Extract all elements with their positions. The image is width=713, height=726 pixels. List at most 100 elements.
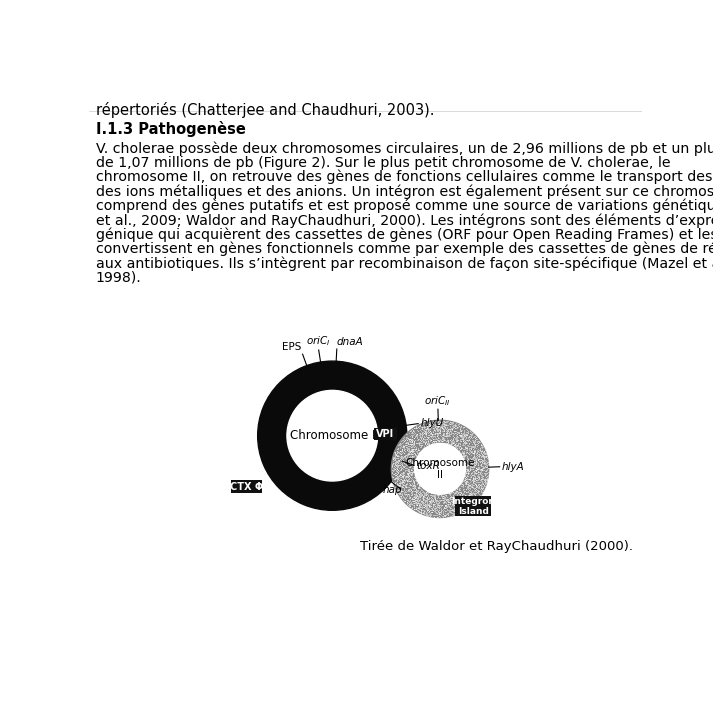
- Point: [444, 428, 456, 440]
- Point: [466, 457, 477, 468]
- Point: [446, 434, 458, 446]
- Point: [456, 435, 467, 446]
- Point: [463, 465, 474, 476]
- Point: [476, 458, 487, 470]
- Point: [452, 503, 463, 515]
- Point: [438, 509, 450, 521]
- Point: [449, 420, 461, 431]
- Point: [386, 467, 398, 478]
- Point: [406, 482, 418, 494]
- Point: [465, 430, 476, 441]
- Point: [433, 434, 444, 446]
- Point: [391, 445, 403, 457]
- Point: [414, 497, 426, 509]
- Point: [459, 429, 471, 441]
- Point: [431, 417, 442, 428]
- Point: [389, 457, 400, 468]
- Point: [429, 498, 440, 510]
- Point: [466, 474, 478, 486]
- Point: [392, 470, 404, 482]
- Point: [459, 431, 471, 442]
- Point: [470, 478, 481, 489]
- Point: [438, 494, 449, 505]
- Point: [444, 497, 456, 508]
- Point: [406, 498, 418, 510]
- Point: [436, 418, 448, 430]
- Point: [404, 448, 416, 460]
- Point: [438, 420, 450, 431]
- Point: [436, 436, 448, 447]
- Point: [463, 454, 474, 465]
- Point: [478, 465, 489, 476]
- Point: [408, 443, 419, 454]
- Point: [402, 443, 414, 454]
- Point: [409, 499, 420, 511]
- Point: [416, 481, 427, 493]
- Point: [416, 423, 427, 435]
- Point: [392, 466, 404, 478]
- Point: [466, 445, 478, 457]
- Point: [406, 473, 418, 484]
- Point: [400, 473, 411, 485]
- Point: [447, 437, 458, 449]
- Point: [434, 427, 446, 439]
- Point: [478, 480, 490, 492]
- Point: [416, 488, 428, 499]
- Point: [468, 457, 479, 469]
- Point: [456, 486, 467, 498]
- Point: [476, 446, 488, 457]
- Point: [432, 421, 443, 433]
- Point: [406, 425, 417, 436]
- Point: [407, 475, 419, 486]
- Point: [401, 477, 413, 489]
- Point: [462, 440, 473, 452]
- Point: [472, 450, 483, 462]
- Point: [432, 495, 443, 507]
- Point: [467, 476, 478, 488]
- Point: [389, 446, 401, 458]
- Point: [410, 486, 421, 498]
- Point: [414, 494, 425, 506]
- Point: [466, 481, 478, 493]
- Point: [456, 431, 467, 442]
- Point: [449, 509, 461, 521]
- Point: [442, 437, 453, 449]
- Point: [456, 439, 468, 450]
- Point: [456, 428, 467, 440]
- Point: [406, 446, 418, 457]
- Point: [439, 430, 451, 441]
- Point: [473, 491, 484, 502]
- Point: [442, 493, 453, 505]
- Point: [455, 480, 466, 492]
- Point: [469, 460, 481, 471]
- Point: [444, 425, 456, 436]
- Point: [416, 495, 427, 507]
- Point: [423, 503, 434, 515]
- Point: [403, 469, 414, 481]
- Point: [399, 449, 411, 460]
- Point: [416, 503, 427, 515]
- Point: [423, 420, 434, 431]
- Point: [410, 474, 421, 486]
- Point: [447, 505, 458, 516]
- Point: [448, 422, 459, 433]
- Point: [434, 494, 446, 506]
- Point: [429, 492, 441, 503]
- Point: [471, 468, 482, 480]
- Point: [409, 457, 421, 468]
- Point: [421, 487, 432, 499]
- Point: [434, 418, 445, 430]
- Point: [437, 507, 448, 519]
- Point: [406, 492, 417, 504]
- Point: [409, 446, 420, 458]
- Point: [473, 448, 484, 460]
- Point: [425, 495, 436, 507]
- Point: [461, 469, 472, 481]
- Point: [454, 423, 466, 435]
- Point: [416, 446, 427, 457]
- Point: [458, 505, 469, 516]
- Point: [438, 502, 449, 514]
- Point: [455, 489, 466, 500]
- Point: [396, 489, 408, 501]
- Point: [404, 500, 416, 512]
